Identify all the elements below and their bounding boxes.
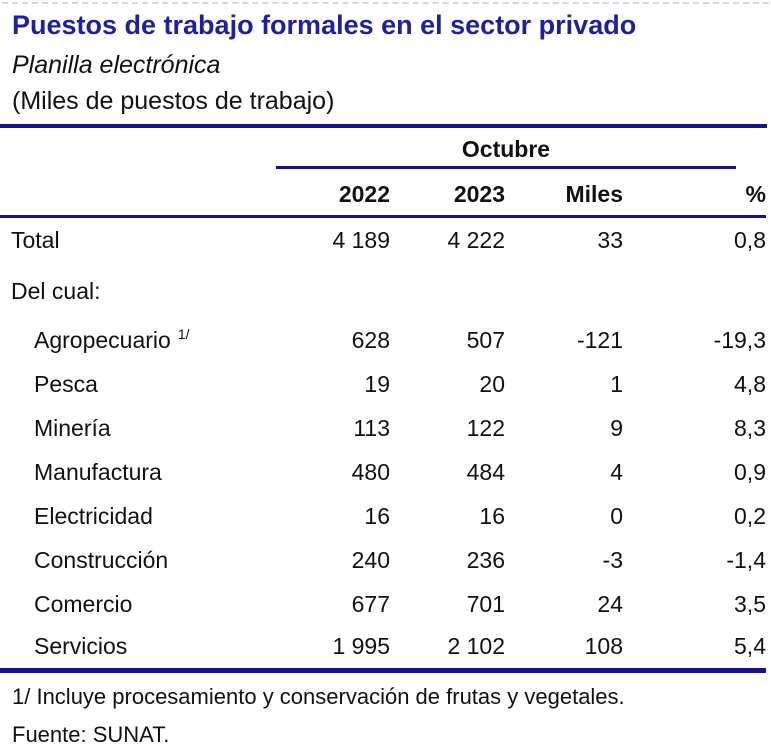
jobs-table: Octubre 2022 2023 Miles % Total 4 189 4 … [0,130,766,673]
page-subtitle: Planilla electrónica [12,51,221,79]
column-header-row: 2022 2023 Miles % [0,174,766,218]
cell-2023: 4 222 [447,227,505,254]
section-label: Del cual: [11,277,101,304]
cell-2022: 113 [353,414,390,441]
cell-miles: 33 [597,227,623,254]
col-header-2023: 2023 [390,174,505,218]
cell-percent: 0,2 [734,502,766,529]
cell-2023: 701 [466,590,505,617]
table-row: Agropecuario 1/ 628 507 -121 -19,3 [0,318,766,362]
table-header-block: Puestos de trabajo formales en el sector… [0,9,771,116]
cell-2022: 480 [351,458,390,485]
cell-miles: -121 [576,326,623,353]
row-label: Servicios [0,626,272,673]
footnote-text: 1/ Incluye procesamiento y conservación … [12,683,625,709]
col-header-miles: Miles [505,174,623,218]
cell-percent: -19,3 [713,326,766,353]
table-row: Servicios 1 995 2 102 108 5,4 [0,626,766,673]
cell-miles: 108 [505,626,623,673]
cell-miles: 0 [610,502,623,529]
total-row: Total 4 189 4 222 33 0,8 [0,216,766,264]
cell-percent: -1,4 [726,546,766,573]
row-label: Pesca [34,370,98,397]
cell-2022: 677 [351,590,390,617]
cell-2022: 240 [351,546,390,573]
section-label-row: Del cual: [0,264,766,318]
empty-label-header [0,174,272,218]
table-row: Manufactura 480 484 4 0,9 [0,450,766,494]
cell-2023: 122 [466,414,505,441]
row-label: Agropecuario 1/ [34,325,190,353]
cell-percent: 4,8 [734,370,766,397]
cell-2022: 19 [364,370,390,397]
row-label: Comercio [34,590,133,617]
cell-miles: 1 [610,370,623,397]
group-header-row: Octubre [0,130,766,174]
row-label: Construcción [34,546,169,573]
cell-2022: 16 [364,502,390,529]
cell-percent: 3,5 [734,590,766,617]
row-label: Minería [34,414,111,441]
top-rule [0,124,767,128]
cell-miles: 4 [610,458,623,485]
row-label: Electricidad [34,502,153,529]
unit-note: (Miles de puestos de trabajo) [12,87,335,115]
top-edge-artifact [2,2,769,4]
row-label: Total [11,227,60,254]
cell-2022: 4 189 [332,227,390,254]
group-header-octubre: Octubre [276,136,736,169]
table-row: Electricidad 16 16 0 0,2 [0,494,766,538]
cell-miles: 9 [610,414,623,441]
cell-2023: 507 [466,326,505,353]
footnote-mark: 1/ [177,325,190,342]
cell-percent: 0,8 [734,227,766,254]
cell-percent: 0,9 [734,458,766,485]
page-title: Puestos de trabajo formales en el sector… [12,10,637,40]
col-header-2022: 2022 [272,174,390,218]
row-label: Manufactura [34,458,162,485]
cell-2023: 20 [479,370,505,397]
cell-percent: 8,3 [734,414,766,441]
cell-percent: 5,4 [623,626,766,673]
group-header-cell: Octubre [272,130,766,174]
table-row: Comercio 677 701 24 3,5 [0,582,766,626]
cell-2022: 628 [351,326,390,353]
col-header-percent: % [623,174,766,218]
cell-miles: -3 [602,546,623,573]
cell-2023: 2 102 [390,626,505,673]
table-row: Minería 113 122 9 8,3 [0,406,766,450]
cell-miles: 24 [597,590,623,617]
table-row: Construcción 240 236 -3 -1,4 [0,538,766,582]
cell-2023: 484 [466,458,505,485]
cell-2022: 1 995 [272,626,390,673]
cell-2023: 16 [479,502,505,529]
table-row: Pesca 19 20 1 4,8 [0,362,766,406]
source-text: Fuente: SUNAT. [12,721,170,747]
cell-2023: 236 [466,546,505,573]
empty-corner-cell [0,130,272,174]
